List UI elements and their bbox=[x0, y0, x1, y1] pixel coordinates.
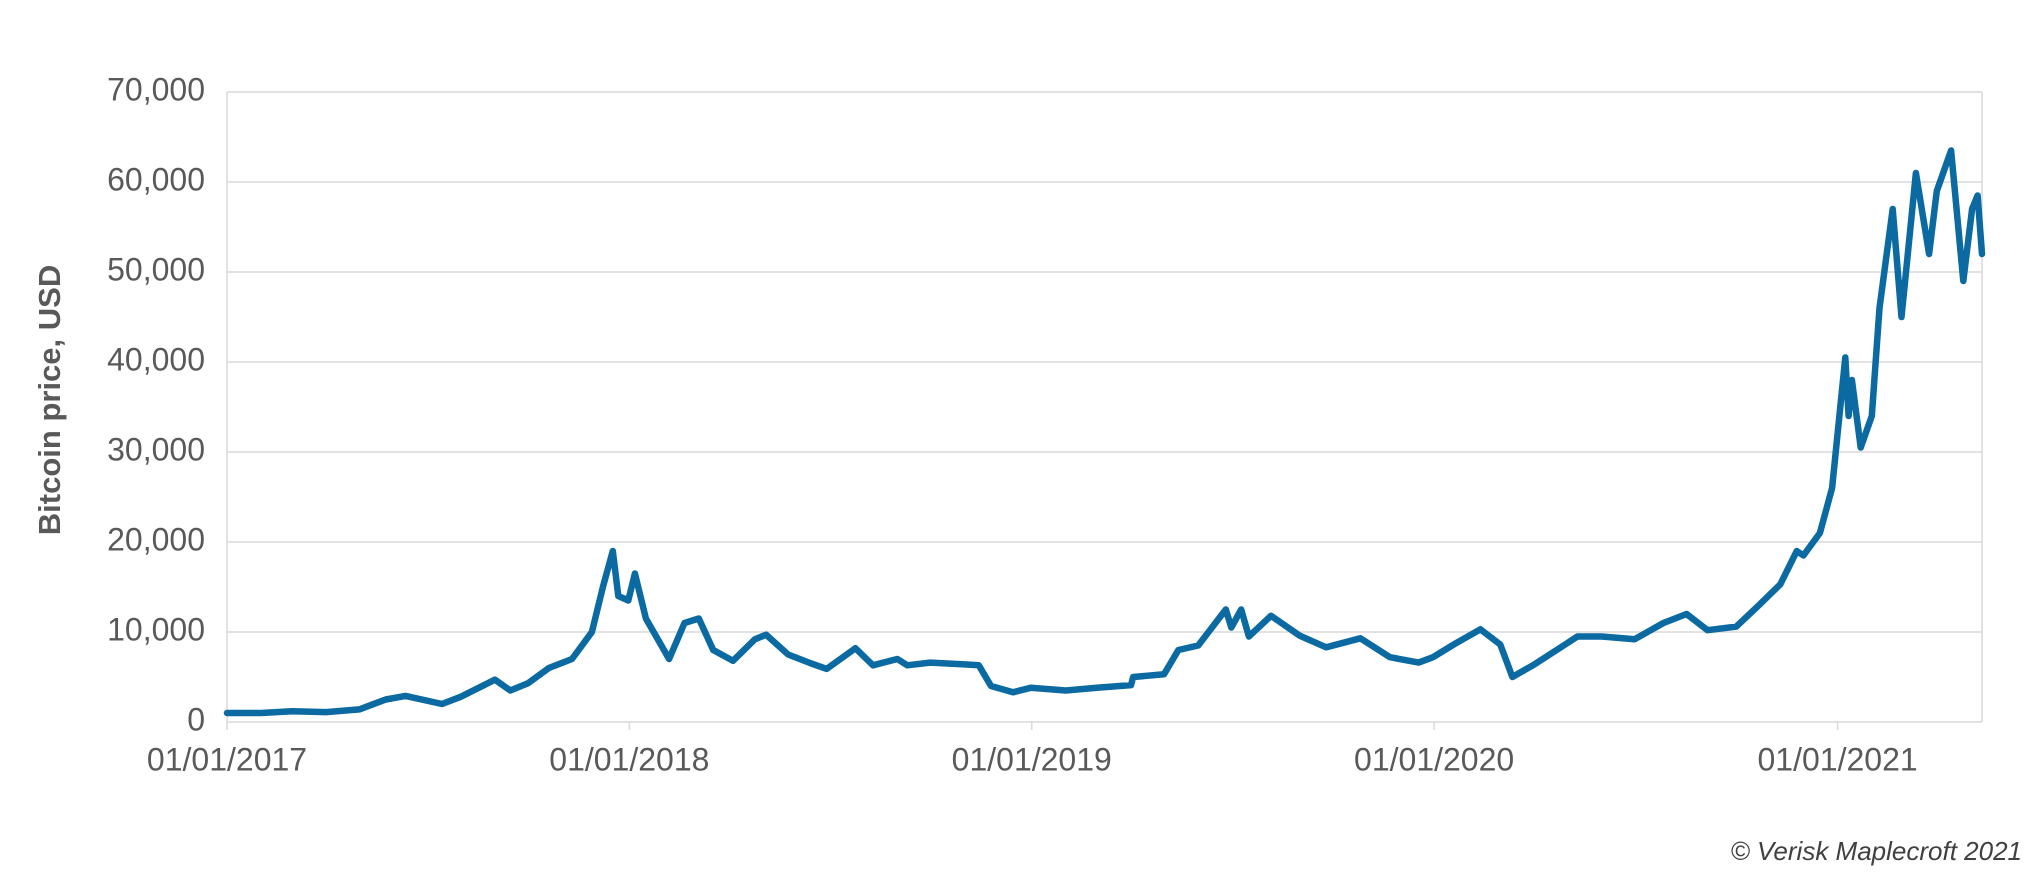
y-tick-label: 10,000 bbox=[107, 611, 205, 647]
x-tick-label: 01/01/2019 bbox=[952, 741, 1112, 777]
x-tick-label: 01/01/2021 bbox=[1758, 741, 1918, 777]
y-tick-label: 20,000 bbox=[107, 521, 205, 557]
source: © Verisk Maplecroft 2021 bbox=[1731, 836, 2022, 866]
x-tick-label: 01/01/2018 bbox=[549, 741, 709, 777]
price-line bbox=[223, 147, 1986, 717]
y-axis-label: Bitcoin price, USD bbox=[32, 265, 67, 535]
x-tick-label: 01/01/2017 bbox=[147, 741, 307, 777]
y-tick-label: 60,000 bbox=[107, 161, 205, 197]
y-tick-label: 40,000 bbox=[107, 341, 205, 377]
y-tick-label: 0 bbox=[187, 701, 205, 737]
y-tick-label: 30,000 bbox=[107, 431, 205, 467]
x-tick-label: 01/01/2020 bbox=[1354, 741, 1514, 777]
y-tick-label: 70,000 bbox=[107, 71, 205, 107]
y-tick-label: 50,000 bbox=[107, 251, 205, 287]
